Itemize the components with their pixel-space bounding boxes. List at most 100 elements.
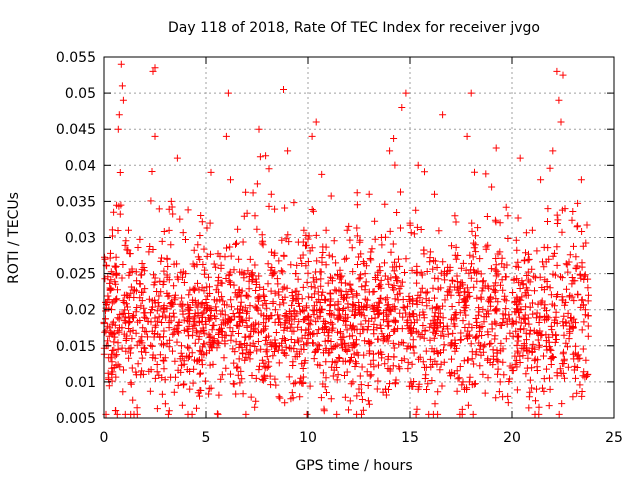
data-point [529, 299, 536, 307]
data-point [531, 287, 538, 295]
data-point [489, 352, 497, 360]
data-point [112, 271, 120, 279]
data-point [184, 206, 192, 214]
data-point [417, 269, 425, 277]
data-point [549, 353, 557, 361]
data-point [358, 363, 366, 371]
data-point [246, 302, 254, 310]
data-point [260, 319, 268, 327]
data-point [227, 296, 235, 304]
data-point [541, 276, 549, 284]
data-point [300, 226, 308, 234]
data-point [584, 312, 592, 320]
data-point [381, 360, 389, 368]
data-point [226, 268, 234, 276]
data-point [520, 342, 528, 350]
data-point [184, 343, 191, 351]
data-point [180, 380, 188, 388]
data-point [226, 324, 234, 332]
data-point [465, 289, 473, 296]
data-point [455, 289, 463, 297]
data-point [346, 358, 354, 366]
data-point [399, 313, 407, 321]
data-point [309, 339, 316, 347]
data-point [577, 274, 585, 282]
data-point [373, 306, 381, 314]
y-tick-label: 0.03 [65, 231, 96, 247]
data-point [414, 161, 422, 169]
data-point [504, 235, 512, 242]
data-point [514, 214, 522, 222]
data-point [294, 238, 302, 246]
data-point [572, 265, 580, 273]
data-point [410, 230, 418, 238]
data-point [112, 373, 120, 381]
data-point [406, 219, 414, 227]
data-point [348, 332, 356, 340]
data-point [303, 410, 311, 418]
data-point [461, 324, 469, 331]
data-point [584, 371, 591, 379]
data-point [113, 201, 121, 209]
data-point [145, 248, 153, 256]
data-point [312, 118, 320, 126]
data-point [536, 314, 544, 322]
data-point [185, 310, 193, 318]
data-point [288, 301, 296, 309]
data-point [247, 327, 255, 335]
data-point [266, 339, 274, 347]
data-point [203, 224, 211, 232]
data-point [549, 270, 557, 278]
data-point [107, 268, 115, 276]
data-point [514, 333, 522, 341]
data-point [478, 287, 486, 295]
data-point [220, 354, 228, 362]
data-point [121, 241, 129, 249]
data-point [504, 212, 512, 220]
data-point [528, 384, 536, 392]
data-point [223, 301, 231, 309]
data-point [253, 225, 261, 233]
data-point [308, 132, 316, 140]
data-point [545, 402, 553, 410]
data-point [171, 291, 179, 299]
data-point [235, 343, 243, 351]
data-point [526, 376, 534, 384]
data-point [112, 407, 120, 415]
data-point [502, 297, 510, 305]
data-point [576, 381, 584, 389]
data-point [456, 363, 464, 370]
data-point [578, 296, 586, 304]
data-point [553, 220, 561, 227]
data-point [290, 345, 298, 353]
data-point [158, 319, 166, 326]
data-point [409, 344, 417, 352]
data-point [204, 314, 212, 322]
data-point [544, 218, 551, 225]
data-point [104, 322, 112, 330]
data-point [228, 303, 235, 311]
data-point [523, 347, 531, 355]
data-point [381, 272, 389, 280]
data-point [468, 324, 476, 332]
data-point [319, 369, 327, 377]
data-point [384, 333, 391, 341]
data-point [132, 368, 140, 376]
data-point [569, 277, 577, 285]
data-point [444, 325, 452, 333]
data-point [284, 231, 292, 239]
data-point [327, 319, 335, 326]
data-point [200, 340, 208, 348]
data-point [260, 293, 268, 300]
data-point [110, 364, 118, 371]
data-point [392, 273, 399, 281]
data-point [473, 322, 480, 329]
data-point [243, 309, 250, 317]
data-point [355, 253, 363, 261]
data-point [443, 270, 451, 278]
data-point [340, 295, 348, 303]
data-point [426, 355, 434, 363]
data-point [102, 307, 109, 315]
data-point [151, 274, 159, 282]
data-point [155, 371, 163, 379]
